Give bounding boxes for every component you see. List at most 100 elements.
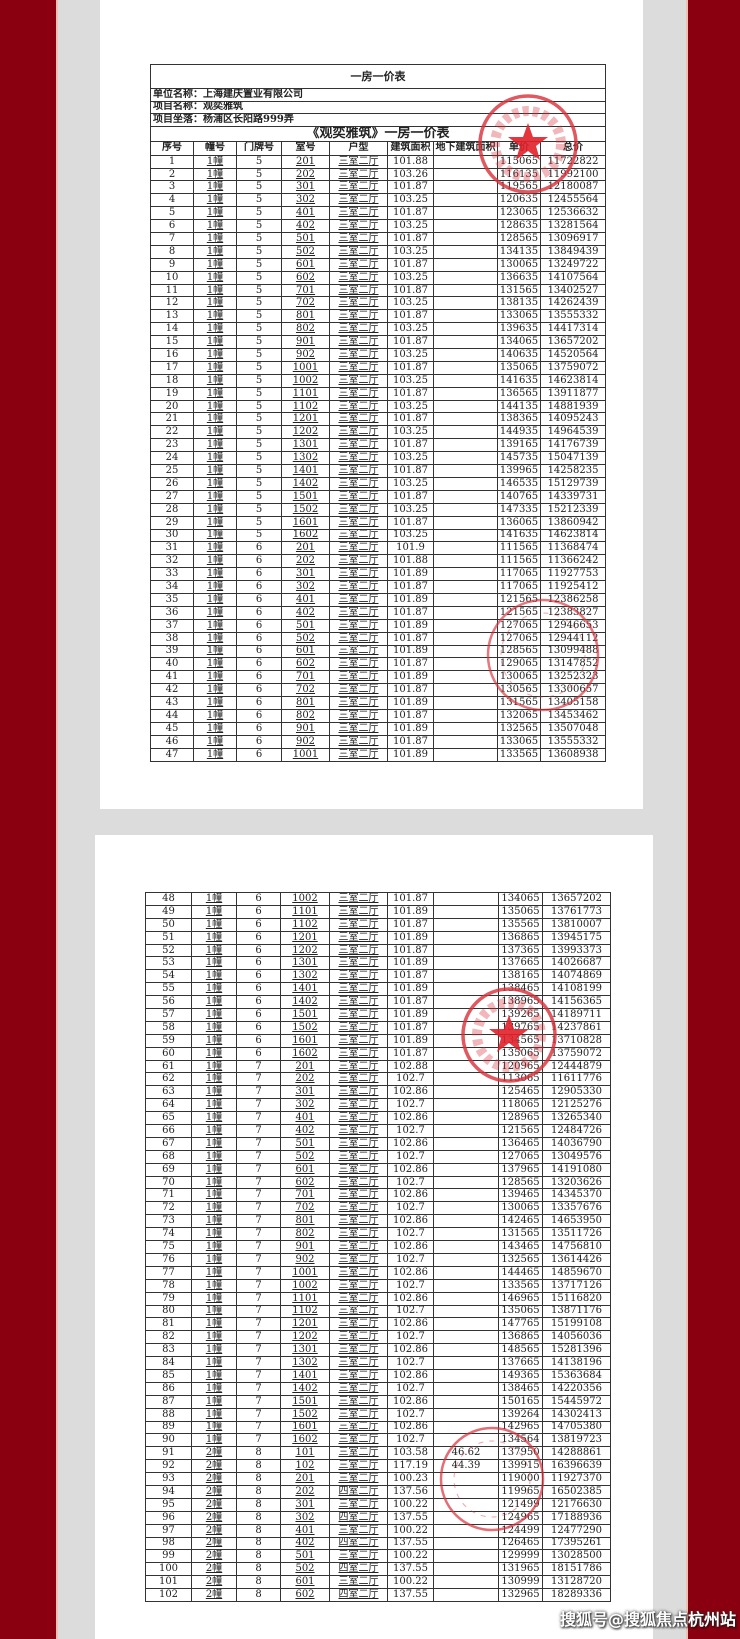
cell-underground-area <box>433 1046 499 1061</box>
table-row: 46 1幢 6 902 三室二厅 101.87 133065 13555332 <box>150 734 607 749</box>
cell-underground-area <box>433 296 498 311</box>
cell-building: 1幢 <box>191 1214 237 1229</box>
cell-door-number: 5 <box>236 206 282 221</box>
cell-total-price: 13147852 <box>539 657 607 672</box>
table-row: 14 1幢 5 802 三室二厅 103.25 139635 14417314 <box>150 322 607 337</box>
cell-layout: 三室二厅 <box>329 438 388 453</box>
cell-room-number: 601 <box>280 1162 330 1177</box>
cell-total-price: 14756810 <box>542 1240 611 1254</box>
cell-layout: 三室二厅 <box>329 1278 388 1293</box>
cell-unit-price: 134135 <box>497 244 541 259</box>
cell-underground-area <box>433 283 498 298</box>
cell-room-number: 1301 <box>280 1343 330 1358</box>
cell-door-number: 6 <box>236 554 282 569</box>
cell-building: 1幢 <box>193 592 237 607</box>
cell-floor-area: 102.7 <box>387 1201 434 1216</box>
cell-building: 1幢 <box>193 476 237 491</box>
cell-door-number: 8 <box>236 1459 281 1474</box>
table-row: 65 1幢 7 401 三室二厅 102.86 128965 13265340 <box>145 1111 611 1126</box>
table-row: 39 1幢 6 601 三室二厅 101.89 128565 13099488 <box>150 644 607 659</box>
cell-unit-price: 142965 <box>498 1420 543 1435</box>
cell-door-number: 6 <box>236 943 281 958</box>
cell-building: 1幢 <box>191 1394 237 1409</box>
cell-underground-area <box>433 464 498 478</box>
cell-building: 1幢 <box>191 917 237 932</box>
cell-underground-area <box>433 1201 499 1216</box>
cell-total-price: 14262439 <box>539 296 607 311</box>
cell-total-price: 15445972 <box>542 1394 611 1409</box>
cell-total-price: 12383827 <box>539 605 607 620</box>
cell-floor-area: 102.86 <box>387 1162 434 1177</box>
cell-door-number: 5 <box>236 502 282 517</box>
table-row: 66 1幢 7 402 三室二厅 102.7 121565 12484726 <box>145 1124 611 1138</box>
cell-layout: 三室二厅 <box>329 386 388 401</box>
table-row: 97 2幢 8 401 三室二厅 100.22 124499 12477290 <box>145 1523 611 1538</box>
cell-seq: 33 <box>150 567 194 582</box>
table-row: 28 1幢 5 1502 三室二厅 103.25 147335 15212339 <box>150 502 607 517</box>
cell-door-number: 7 <box>236 1124 281 1138</box>
cell-seq: 34 <box>150 580 194 594</box>
cell-door-number: 7 <box>236 1072 281 1087</box>
cell-layout: 四室二厅 <box>329 1588 388 1602</box>
cell-floor-area: 101.87 <box>387 708 434 723</box>
cell-seq: 49 <box>145 904 192 919</box>
cell-underground-area <box>433 1575 499 1590</box>
cell-underground-area <box>433 1356 499 1370</box>
cell-building: 1幢 <box>193 541 237 556</box>
cell-underground-area <box>433 1343 499 1358</box>
cell-unit-price: 124965 <box>498 1510 543 1525</box>
cell-seq: 60 <box>145 1046 192 1061</box>
cell-layout: 三室二厅 <box>329 1098 388 1113</box>
cell-building: 1幢 <box>193 657 237 672</box>
cell-door-number: 5 <box>236 167 282 182</box>
cell-unit-price: 144935 <box>497 425 541 440</box>
cell-underground-area <box>433 1033 499 1048</box>
cell-building: 1幢 <box>193 683 237 698</box>
table-row: 34 1幢 6 302 三室二厅 101.87 117065 11925412 <box>150 580 607 594</box>
cell-door-number: 7 <box>236 1394 281 1409</box>
cell-seq: 28 <box>150 502 194 517</box>
cell-room-number: 101 <box>280 1446 330 1461</box>
project-name: 项目名称：观奕雅筑 <box>149 100 607 115</box>
cell-underground-area <box>433 373 498 388</box>
cell-seq: 30 <box>150 528 194 543</box>
cell-floor-area: 101.88 <box>387 154 434 169</box>
cell-floor-area: 101.89 <box>387 696 434 710</box>
cell-total-price: 17188936 <box>542 1510 611 1525</box>
cell-building: 1幢 <box>191 943 237 958</box>
cell-door-number: 7 <box>236 1291 281 1306</box>
cell-layout: 三室二厅 <box>329 1407 388 1422</box>
cell-unit-price: 147335 <box>497 502 541 517</box>
cell-room-number: 301 <box>281 567 330 582</box>
table-row: 81 1幢 7 1201 三室二厅 102.86 147765 15199108 <box>145 1317 611 1332</box>
cell-total-price: 14237861 <box>542 1020 611 1035</box>
cell-layout: 三室二厅 <box>329 1265 388 1280</box>
cell-total-price: 13203626 <box>542 1175 611 1190</box>
col-header-underground-area: 地下建筑面积 <box>433 140 498 156</box>
cell-building: 1幢 <box>191 1136 237 1151</box>
cell-unit-price: 140635 <box>497 348 541 362</box>
cell-seq: 65 <box>145 1111 192 1126</box>
cell-unit-price: 130065 <box>497 257 541 272</box>
cell-room-number: 202 <box>280 1484 330 1499</box>
cell-building: 1幢 <box>193 270 237 285</box>
cell-seq: 91 <box>145 1446 192 1461</box>
cell-layout: 三室二厅 <box>329 476 388 491</box>
cell-total-price: 13049576 <box>542 1149 611 1164</box>
cell-underground-area <box>433 567 498 582</box>
price-table-page-1: 一房一价表 单位名称：上海建庆置业有限公司 项目名称：观奕雅筑 项目坐落：杨浦区… <box>149 64 607 762</box>
cell-room-number: 202 <box>280 1072 330 1087</box>
cell-layout: 三室二厅 <box>329 193 388 208</box>
table-row: 63 1幢 7 301 三室二厅 102.86 125465 12905330 <box>145 1085 611 1100</box>
table-row: 16 1幢 5 902 三室二厅 103.25 140635 14520564 <box>150 348 607 362</box>
cell-unit-price: 137665 <box>498 1356 543 1370</box>
table-row: 11 1幢 5 701 三室二厅 101.87 131565 13402527 <box>150 283 607 298</box>
cell-floor-area: 101.89 <box>387 618 434 633</box>
document-title: 一房一价表 <box>149 64 607 89</box>
cell-room-number: 901 <box>281 721 330 736</box>
cell-building: 1幢 <box>193 451 237 466</box>
cell-door-number: 5 <box>236 515 282 530</box>
cell-underground-area <box>433 219 498 234</box>
cell-floor-area: 102.86 <box>387 1214 434 1229</box>
cell-room-number: 1202 <box>280 943 330 958</box>
